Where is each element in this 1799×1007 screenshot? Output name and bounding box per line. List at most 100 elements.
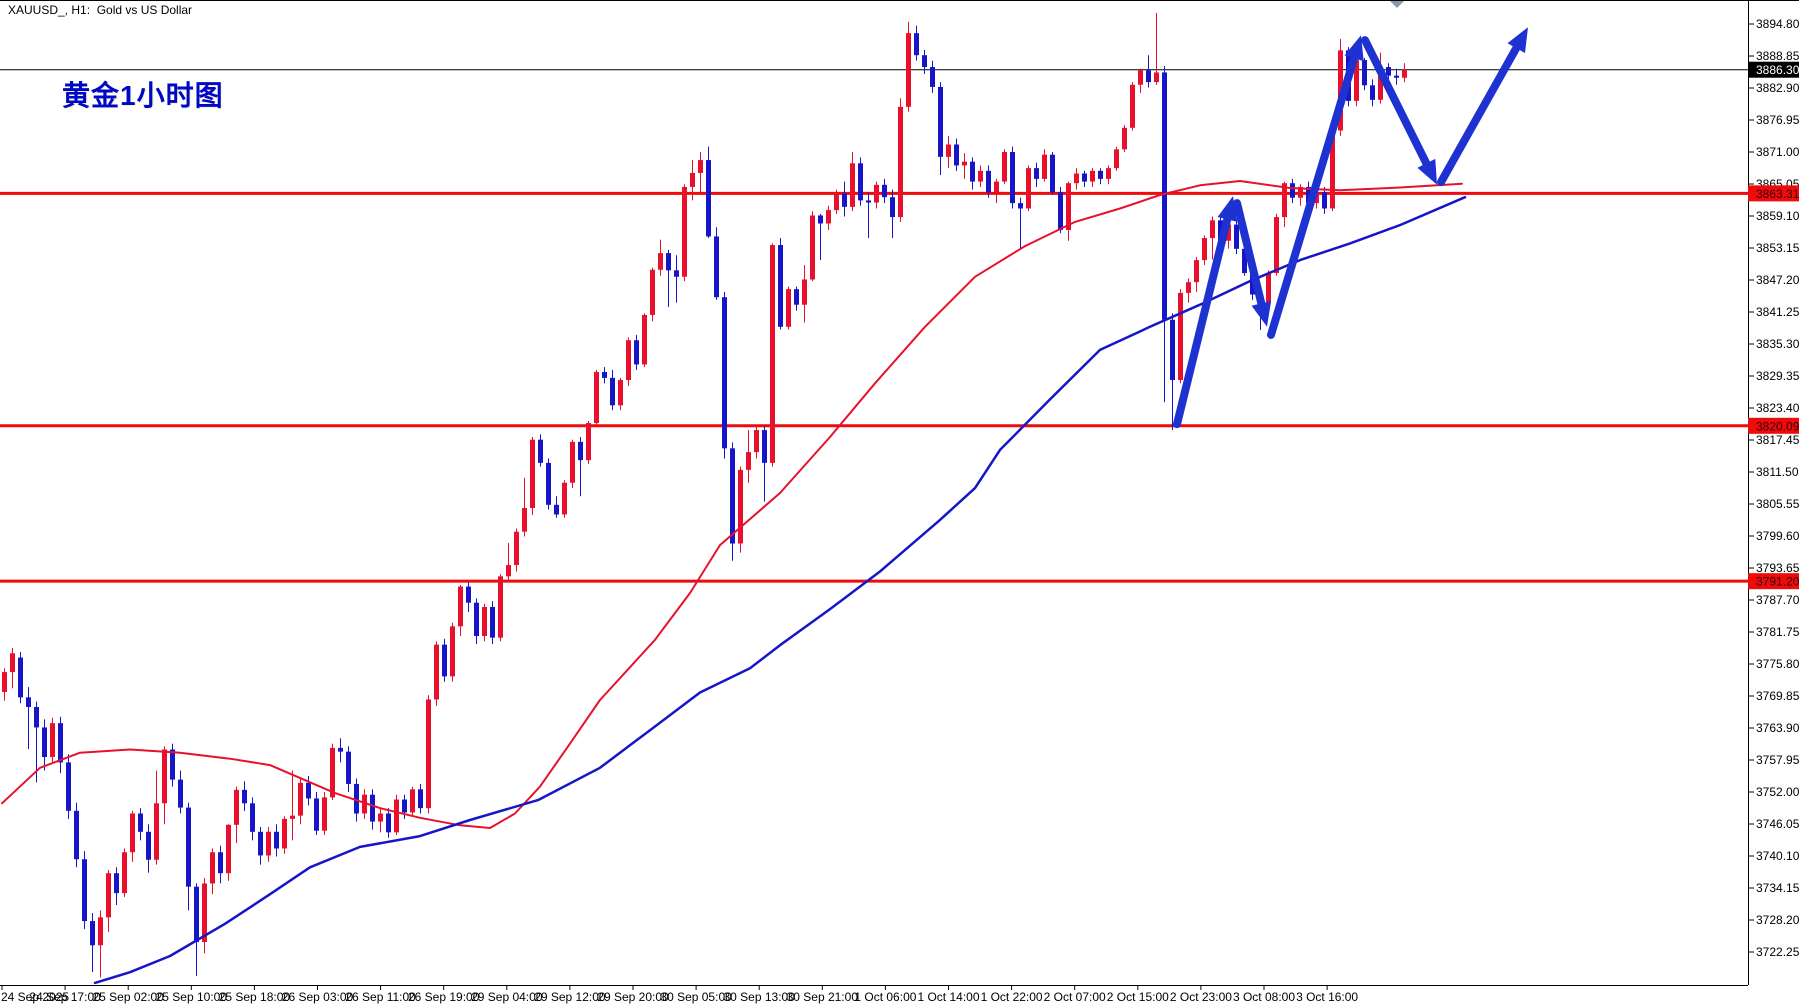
price-tick-label: 3871.00 [1756,145,1799,159]
bull-candle-body [1026,168,1031,209]
bull-candle-body [10,653,15,673]
price-tick-label: 3728.20 [1756,913,1799,927]
price-tick-label: 3734.15 [1756,881,1799,895]
time-tick-label: 3 Oct 08:00 [1233,990,1295,1004]
price-axis[interactable]: 3894.803888.853882.903876.953871.003865.… [1748,17,1799,959]
bull-candle-body [562,482,567,515]
bear-candle-body [338,747,343,752]
bear-candle-body [578,441,583,461]
time-tick-label: 24 Sep 2025 [1,990,69,1004]
bull-candle-body [826,210,831,224]
bull-candle-body [458,586,463,627]
ma-slow-blue-line[interactable] [93,195,1467,985]
forecast-up-1-shaft[interactable] [1173,211,1233,429]
forecast-up-3-head[interactable] [1507,27,1529,53]
time-tick-label: 26 Sep 03:00 [282,990,354,1004]
bear-candle-body [194,886,199,943]
price-tick-label: 3769.85 [1756,689,1799,703]
bear-candle-body [538,439,543,463]
bull-candle-body [330,747,335,798]
bull-candle-body [746,452,751,470]
time-tick-label: 29 Sep 20:00 [597,990,669,1004]
bear-candle-body [730,448,735,544]
bull-candle-body [98,917,103,946]
bear-candle-body [442,644,447,677]
bear-candle-body [666,253,671,271]
price-tick-label: 3799.60 [1756,529,1799,543]
bull-candle-body [834,193,839,211]
bull-candle-body [586,423,591,461]
bear-candle-body [922,55,927,68]
bear-candle-body [1394,75,1399,78]
chart-title: XAUUSD_, H1: Gold vs US Dollar [8,3,193,17]
bear-candle-body [1146,70,1151,83]
bull-candle-body [1130,84,1135,128]
bull-candle-body [498,576,503,638]
bear-candle-body [610,377,615,406]
bear-candle-body [402,799,407,813]
bull-candle-body [1106,168,1111,179]
price-tick-label: 3888.85 [1756,49,1799,63]
forecast-up-2-head[interactable] [1344,35,1364,62]
bear-candle-body [490,606,495,638]
bear-candle-body [186,807,191,887]
bull-candle-body [1202,238,1207,261]
bear-candle-body [1034,168,1039,179]
forecast-down-1-head[interactable] [1251,301,1272,327]
bull-candle-body [1154,72,1159,83]
bull-candle-body [850,163,855,207]
forecast-down-2-head[interactable] [1417,158,1437,185]
bear-candle-body [1018,203,1023,209]
bull-candle-body [162,749,167,804]
bull-candle-body [1298,186,1303,198]
bull-candle-body [1314,192,1319,204]
bear-candle-body [170,749,175,780]
ma-fast-red-line[interactable] [1,180,1463,829]
price-tick-label: 3805.55 [1756,497,1799,511]
bull-candle-body [1066,183,1071,230]
bear-candle-body [34,707,39,728]
bull-candle-body [650,269,655,315]
forecast-down-1-shaft[interactable] [1233,199,1267,312]
bear-candle-body [466,586,471,603]
time-tick-label: 29 Sep 12:00 [534,990,606,1004]
support-resistance-lines[interactable] [0,191,1748,583]
forecast-down-2-shaft[interactable] [1361,36,1433,171]
bull-candle-body [594,371,599,424]
bear-candle-body [306,782,311,799]
bull-candle-body [962,161,967,166]
bear-candle-body [250,803,255,832]
bear-candle-body [354,783,359,814]
bull-candle-body [898,106,903,218]
time-tick-label: 30 Sep 05:00 [660,990,732,1004]
price-tick-label: 3763.90 [1756,721,1799,735]
bear-candle-body [1082,173,1087,182]
forecast-up-2-shaft[interactable] [1267,50,1360,339]
trend-forecast-arrows[interactable] [1173,27,1529,429]
bear-candle-body [18,657,23,698]
bear-candle-body [1234,224,1239,249]
bear-candle-body [554,504,559,515]
sr-price-label-text: 3820.09 [1756,419,1799,433]
bear-candle-body [858,163,863,201]
time-tick-label: 1 Oct 06:00 [854,990,916,1004]
plot-area[interactable] [0,12,1748,985]
bull-candle-body [290,815,295,819]
bear-candle-body [258,831,263,856]
time-tick-label: 26 Sep 11:00 [345,990,416,1004]
bull-candle-body [1210,220,1215,239]
price-tick-label: 3882.90 [1756,81,1799,95]
bear-candle-body [138,813,143,832]
bull-candle-body [530,439,535,509]
forecast-up-3-shaft[interactable] [1437,40,1523,187]
bear-candle-body [242,789,247,804]
current-price-label-text: 3886.30 [1756,63,1799,77]
price-tick-label: 3829.35 [1756,369,1799,383]
forecast-up-1-head[interactable] [1217,196,1237,222]
bull-candle-body [1186,282,1191,293]
bear-candle-body [866,200,871,203]
price-tick-label: 3817.45 [1756,433,1799,447]
